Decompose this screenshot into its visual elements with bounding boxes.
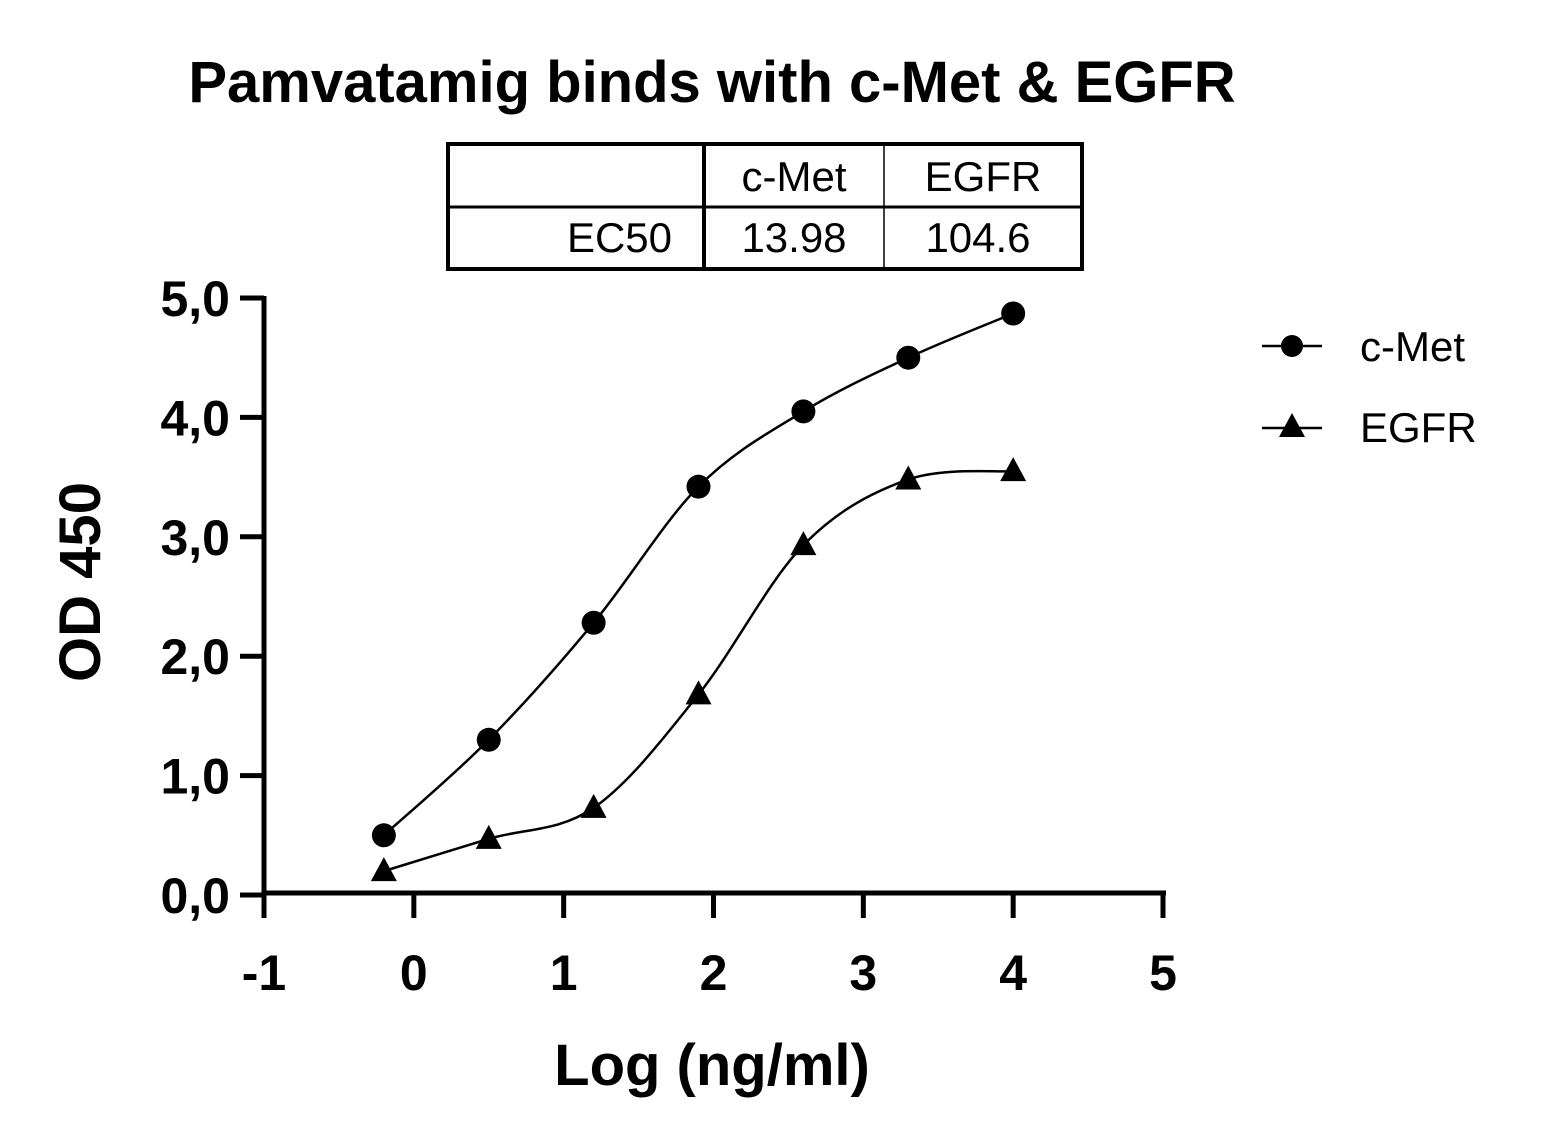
- ec50-header-egfr: EGFR: [925, 153, 1042, 200]
- x-tick-label: -1: [242, 945, 286, 1001]
- legend-label-egfr: EGFR: [1360, 404, 1477, 451]
- x-tick-label: 5: [1149, 945, 1177, 1001]
- y-axis-title: OD 450: [48, 482, 113, 682]
- point-c-met: [686, 474, 711, 499]
- fit-curves: [383, 312, 1014, 873]
- fit-curve-egfr: [383, 469, 1014, 873]
- ec50-value-egfr: 104.6: [925, 214, 1030, 261]
- point-c-met: [371, 823, 396, 848]
- point-egfr: [370, 857, 397, 882]
- point-egfr: [580, 793, 607, 818]
- y-tick-label: 4,0: [160, 390, 230, 446]
- x-tick-label: 3: [849, 945, 877, 1001]
- x-tick-label: 4: [999, 945, 1027, 1001]
- x-axis-ticks: -1 0 1 2 3 4 5: [242, 893, 1177, 1001]
- point-c-met: [791, 399, 816, 424]
- legend-marker-triangle-icon: [1279, 413, 1305, 437]
- legend: c-Met EGFR: [1262, 323, 1477, 451]
- legend-label-cmet: c-Met: [1360, 323, 1465, 370]
- legend-marker-circle-icon: [1281, 335, 1303, 357]
- x-tick-label: 0: [400, 945, 428, 1001]
- y-tick-label: 0,0: [160, 868, 230, 924]
- data-points: [370, 301, 1027, 882]
- point-c-met: [476, 727, 501, 752]
- fit-curve-c-met: [383, 312, 1014, 837]
- y-axis-ticks: 0,0 1,0 2,0 3,0 4,0 5,0: [160, 271, 264, 924]
- y-tick-label: 1,0: [160, 749, 230, 805]
- point-egfr: [475, 824, 502, 849]
- point-c-met: [581, 610, 606, 635]
- point-c-met: [1001, 301, 1026, 326]
- ec50-value-cmet: 13.98: [741, 214, 846, 261]
- point-c-met: [896, 345, 921, 370]
- x-tick-label: 2: [700, 945, 728, 1001]
- legend-item-egfr: EGFR: [1262, 404, 1477, 451]
- x-tick-label: 1: [550, 945, 578, 1001]
- legend-item-cmet: c-Met: [1262, 323, 1465, 370]
- chart-title: Pamvatamig binds with c-Met & EGFR: [188, 50, 1235, 115]
- point-egfr: [1000, 457, 1027, 482]
- y-tick-label: 5,0: [160, 271, 230, 327]
- point-egfr: [685, 680, 712, 705]
- ec50-row-label: EC50: [567, 214, 672, 261]
- y-tick-label: 3,0: [160, 510, 230, 566]
- ec50-table: c-Met EGFR EC50 13.98 104.6: [446, 142, 1084, 271]
- point-egfr: [895, 465, 922, 490]
- point-egfr: [790, 531, 817, 556]
- ec50-header-cmet: c-Met: [742, 153, 847, 200]
- x-axis-title: Log (ng/ml): [554, 1033, 870, 1098]
- y-tick-label: 2,0: [160, 629, 230, 685]
